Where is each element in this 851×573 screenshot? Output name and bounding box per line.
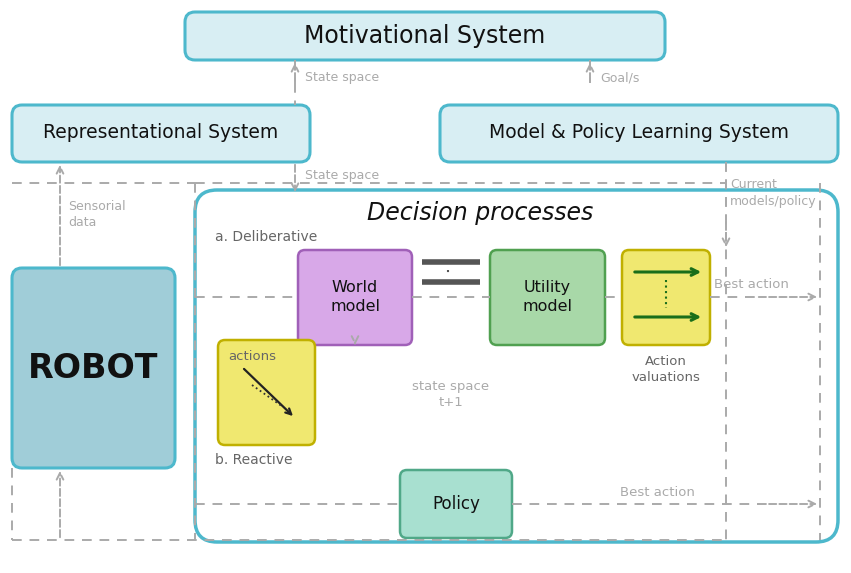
Text: Model & Policy Learning System: Model & Policy Learning System xyxy=(489,124,789,143)
Text: b. Reactive: b. Reactive xyxy=(215,453,293,467)
Text: Best action: Best action xyxy=(620,485,695,499)
Text: Motivational System: Motivational System xyxy=(305,24,545,48)
Text: state space
t+1: state space t+1 xyxy=(413,380,489,409)
FancyBboxPatch shape xyxy=(195,190,838,542)
Text: World
model: World model xyxy=(330,280,380,315)
FancyBboxPatch shape xyxy=(12,268,175,468)
FancyBboxPatch shape xyxy=(185,12,665,60)
FancyBboxPatch shape xyxy=(622,250,710,345)
FancyBboxPatch shape xyxy=(400,470,512,538)
FancyBboxPatch shape xyxy=(490,250,605,345)
Text: a. Deliberative: a. Deliberative xyxy=(215,230,317,244)
Text: Goal/s: Goal/s xyxy=(600,72,639,84)
Text: Current
models/policy: Current models/policy xyxy=(730,179,817,207)
Text: Utility
model: Utility model xyxy=(522,280,572,315)
Text: State space: State space xyxy=(305,72,380,84)
Text: Action
valuations: Action valuations xyxy=(631,355,700,384)
FancyBboxPatch shape xyxy=(12,105,310,162)
Text: Best action: Best action xyxy=(714,278,789,292)
FancyBboxPatch shape xyxy=(440,105,838,162)
FancyBboxPatch shape xyxy=(298,250,412,345)
Text: State space: State space xyxy=(305,168,380,182)
Text: actions: actions xyxy=(228,350,276,363)
Text: Decision processes: Decision processes xyxy=(367,201,593,225)
Text: ROBOT: ROBOT xyxy=(28,351,158,384)
Text: Policy: Policy xyxy=(432,495,480,513)
Text: Representational System: Representational System xyxy=(43,124,278,143)
FancyBboxPatch shape xyxy=(218,340,315,445)
Text: Sensorial
data: Sensorial data xyxy=(68,201,126,230)
